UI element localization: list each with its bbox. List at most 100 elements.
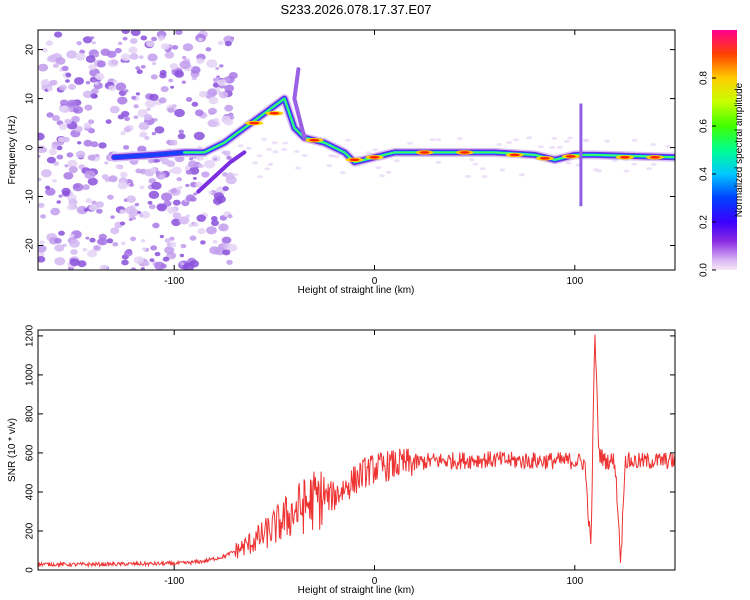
spectrogram-noise-blob: [56, 200, 61, 204]
spectrogram-noise-blob: [146, 40, 155, 47]
spectrogram-noise-blob: [133, 256, 145, 264]
spectrogram-noise-blob: [91, 200, 97, 205]
spectrogram-y-tick-label: 0: [25, 144, 36, 150]
spectrogram-noise-blob: [54, 244, 65, 252]
spectrogram-noise-blob: [70, 249, 78, 255]
spectrogram-noise-blob: [178, 216, 190, 225]
spectrogram-noise-blob: [496, 143, 503, 146]
spectrogram-noise-blob: [120, 131, 126, 136]
spectrogram-noise-blob: [130, 267, 137, 270]
spectrogram-noise-blob: [69, 239, 80, 248]
spectrogram-noise-blob: [130, 38, 138, 44]
spectrogram-noise-blob: [227, 243, 238, 252]
spectrogram-noise-blob: [217, 79, 227, 87]
spectrogram-noise-blob: [472, 162, 479, 166]
spectrogram-noise-blob: [85, 236, 90, 240]
spectrogram-noise-blob: [188, 223, 193, 227]
spectrogram-noise-blob: [58, 194, 63, 198]
spectrogram-noise-blob: [72, 106, 84, 114]
spectrogram-noise-blob: [58, 230, 65, 236]
spectrogram-noise-blob: [171, 166, 182, 175]
spectrogram-noise-blob: [147, 200, 153, 205]
spectrogram-noise-blob: [95, 154, 100, 158]
snr-y-ticks: 0 200 400 600 800 1000 1200: [25, 324, 675, 573]
spectrogram-noise-blob: [104, 161, 109, 165]
spectrogram-noise-blob: [282, 141, 289, 145]
spectrogram-noise-blob: [90, 36, 95, 40]
snr-y-tick-label: 200: [25, 522, 36, 539]
spectrogram-hotspot: [349, 158, 360, 162]
spectrogram-noise-blob: [66, 152, 74, 158]
spectrogram-noise-blob: [226, 259, 233, 265]
spectrogram-noise-blob: [152, 222, 160, 229]
spectrogram-noise-blob: [178, 186, 183, 190]
snr-background: [38, 330, 675, 570]
colorbar-tick-label: 0.4: [699, 167, 710, 181]
snr-y-tick-label: 400: [25, 483, 36, 500]
spectrogram-noise-blob: [129, 183, 134, 187]
spectrogram-noise-blob: [68, 166, 78, 174]
spectrogram-noise-blob: [333, 155, 340, 159]
spectrogram-x-tick-label: 0: [372, 276, 378, 287]
spectrogram-noise-blob: [117, 96, 128, 105]
spectrogram-noise-blob: [59, 123, 68, 130]
spectrogram-branch: [292, 67, 307, 140]
spectrogram-noise-blob: [196, 214, 206, 222]
spectrogram-noise-blob: [140, 35, 148, 41]
spectrogram-noise-blob: [218, 223, 229, 232]
spectrogram-noise-blob: [105, 119, 112, 124]
spectrogram-noise-blob: [130, 30, 141, 37]
spectrogram-noise-blob: [168, 78, 174, 83]
spectrogram-noise-blob: [301, 154, 308, 157]
spectrogram-noise-blob: [123, 145, 130, 150]
spectrogram-noise-blob: [150, 167, 157, 173]
spectrogram-noise-blob: [213, 157, 218, 161]
spectrogram-noise-blob: [596, 169, 603, 173]
spectrogram-noise-blob: [190, 66, 201, 74]
spectrogram-noise-blob: [121, 30, 130, 34]
spectrogram-noise-blob: [137, 211, 142, 214]
spectrogram-noise-blob: [365, 151, 372, 155]
spectrogram-hotspot: [509, 153, 520, 157]
spectrogram-noise-blob: [108, 175, 118, 183]
spectrogram-noise-blob: [143, 113, 153, 121]
spectrogram-hotspot: [539, 157, 550, 160]
spectrogram-noise-blob: [193, 131, 205, 141]
spectrogram-noise-blob: [197, 163, 203, 168]
spectrogram-noise-blob: [212, 77, 218, 82]
spectrogram-noise-blob: [226, 155, 232, 160]
colorbar-label: Normalized spectral amplitude: [734, 82, 745, 217]
snr-panel: -100 0 100 0 200 400 600 800 1000 1200 Height of…: [7, 324, 676, 596]
spectrogram-noise-blob: [181, 80, 186, 84]
spectrogram-y-tick-label: 10: [25, 93, 36, 105]
spectrogram-noise-blob: [650, 143, 657, 147]
spectrogram-noise-blob: [112, 242, 119, 247]
spectrogram-noise-blob: [152, 62, 157, 66]
spectrogram-noise-blob: [110, 59, 119, 65]
spectrogram-noise-blob: [185, 169, 193, 175]
spectrogram-noise-blob: [379, 174, 385, 178]
spectrogram-noise-blob: [160, 43, 170, 50]
spectrogram-noise-blob: [88, 64, 96, 71]
spectrogram-noise-blob: [61, 65, 69, 72]
spectrogram-noise-blob: [211, 219, 219, 227]
spectrogram-noise-blob: [50, 79, 58, 86]
spectrogram-noise-blob: [151, 131, 157, 136]
spectrogram-noise-blob: [138, 55, 144, 59]
spectrogram-noise-blob: [124, 249, 133, 257]
spectrogram-noise-blob: [67, 203, 76, 211]
spectrogram-noise-blob: [189, 235, 197, 241]
spectrogram-noise-blob: [217, 40, 224, 46]
spectrogram-noise-blob: [148, 158, 155, 164]
spectrogram-noise-blob: [549, 146, 556, 149]
snr-y-tick-label: 800: [25, 405, 36, 422]
spectrogram-noise-blob: [245, 146, 252, 150]
spectrogram-noise-blob: [59, 84, 67, 91]
spectrogram-noise-blob: [87, 177, 98, 186]
spectrogram-noise-blob: [76, 41, 82, 46]
spectrogram-noise-blob: [122, 36, 128, 41]
spectrogram-noise-blob: [172, 212, 182, 219]
spectrogram-noise-blob: [38, 177, 42, 182]
